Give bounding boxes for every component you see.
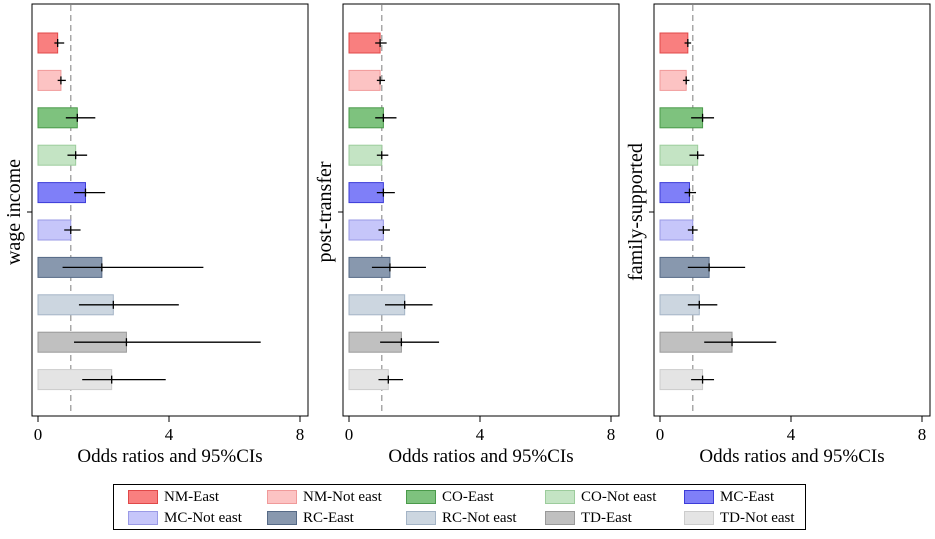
plot-frame (653, 3, 931, 417)
legend-label: MC-Not east (164, 509, 242, 526)
chart-panel-1: 0 4 8 Odds ratios and 95%CIs wage income (3, 3, 309, 467)
chart-panel-3: 0 4 8 Odds ratios and 95%CIs family-supporte… (625, 3, 931, 467)
x-axis-label: Odds ratios and 95%CIs (699, 446, 884, 467)
legend-label: CO-Not east (581, 488, 657, 505)
x-tick-label: 0 (34, 425, 43, 444)
x-tick-label: 8 (918, 425, 927, 444)
legend-item-co-not-east: CO-Not east (545, 488, 656, 506)
legend-label: CO-East (442, 488, 494, 505)
legend-swatch (684, 511, 714, 525)
x-tick-label: 8 (607, 425, 616, 444)
x-tick-label: 8 (296, 425, 305, 444)
y-axis-label: wage income (3, 159, 25, 265)
bar-nm-not-east (659, 69, 687, 91)
bar-mc-not-east (348, 219, 384, 241)
legend-swatch (406, 490, 436, 504)
y-axis-label: family-supported (625, 143, 647, 281)
legend-swatch (684, 490, 714, 504)
plot-frame (342, 3, 620, 417)
legend-item-td-east: TD-East (545, 509, 632, 527)
legend-label: TD-East (581, 509, 632, 526)
legend-item-mc-not-east: MC-Not east (128, 509, 242, 527)
legend: NM-East NM-Not east CO-East CO-Not east … (113, 484, 806, 530)
chart-panel-2: 0 4 8 Odds ratios and 95%CIs post-transfer (314, 3, 620, 467)
bar-nm-east (659, 32, 689, 54)
legend-item-nm-east: NM-East (128, 488, 219, 506)
legend-swatch (128, 490, 158, 504)
plot-frame (31, 3, 309, 417)
legend-item-rc-not-east: RC-Not east (406, 509, 517, 527)
legend-swatch (545, 511, 575, 525)
x-axis-label: Odds ratios and 95%CIs (388, 446, 573, 467)
legend-swatch (128, 511, 158, 525)
bar-nm-not-east (37, 69, 62, 91)
legend-label: TD-Not east (720, 509, 795, 526)
x-tick-label: 4 (787, 425, 796, 444)
x-tick-label: 0 (656, 425, 665, 444)
legend-item-mc-east: MC-East (684, 488, 774, 506)
legend-label: NM-East (164, 488, 219, 505)
legend-item-co-east: CO-East (406, 488, 494, 506)
legend-item-td-not-east: TD-Not east (684, 509, 795, 527)
x-tick-label: 4 (165, 425, 174, 444)
legend-item-rc-east: RC-East (267, 509, 354, 527)
legend-label: NM-Not east (303, 488, 382, 505)
legend-label: RC-Not east (442, 509, 517, 526)
legend-label: RC-East (303, 509, 354, 526)
y-axis-label: post-transfer (314, 161, 336, 262)
legend-swatch (267, 511, 297, 525)
bar-nm-not-east (348, 69, 381, 91)
x-tick-label: 4 (476, 425, 485, 444)
x-tick-label: 0 (345, 425, 354, 444)
legend-swatch (406, 511, 436, 525)
legend-label: MC-East (720, 488, 775, 505)
legend-swatch (267, 490, 297, 504)
legend-item-nm-not-east: NM-Not east (267, 488, 382, 506)
x-axis-label: Odds ratios and 95%CIs (77, 446, 262, 467)
legend-swatch (545, 490, 575, 504)
